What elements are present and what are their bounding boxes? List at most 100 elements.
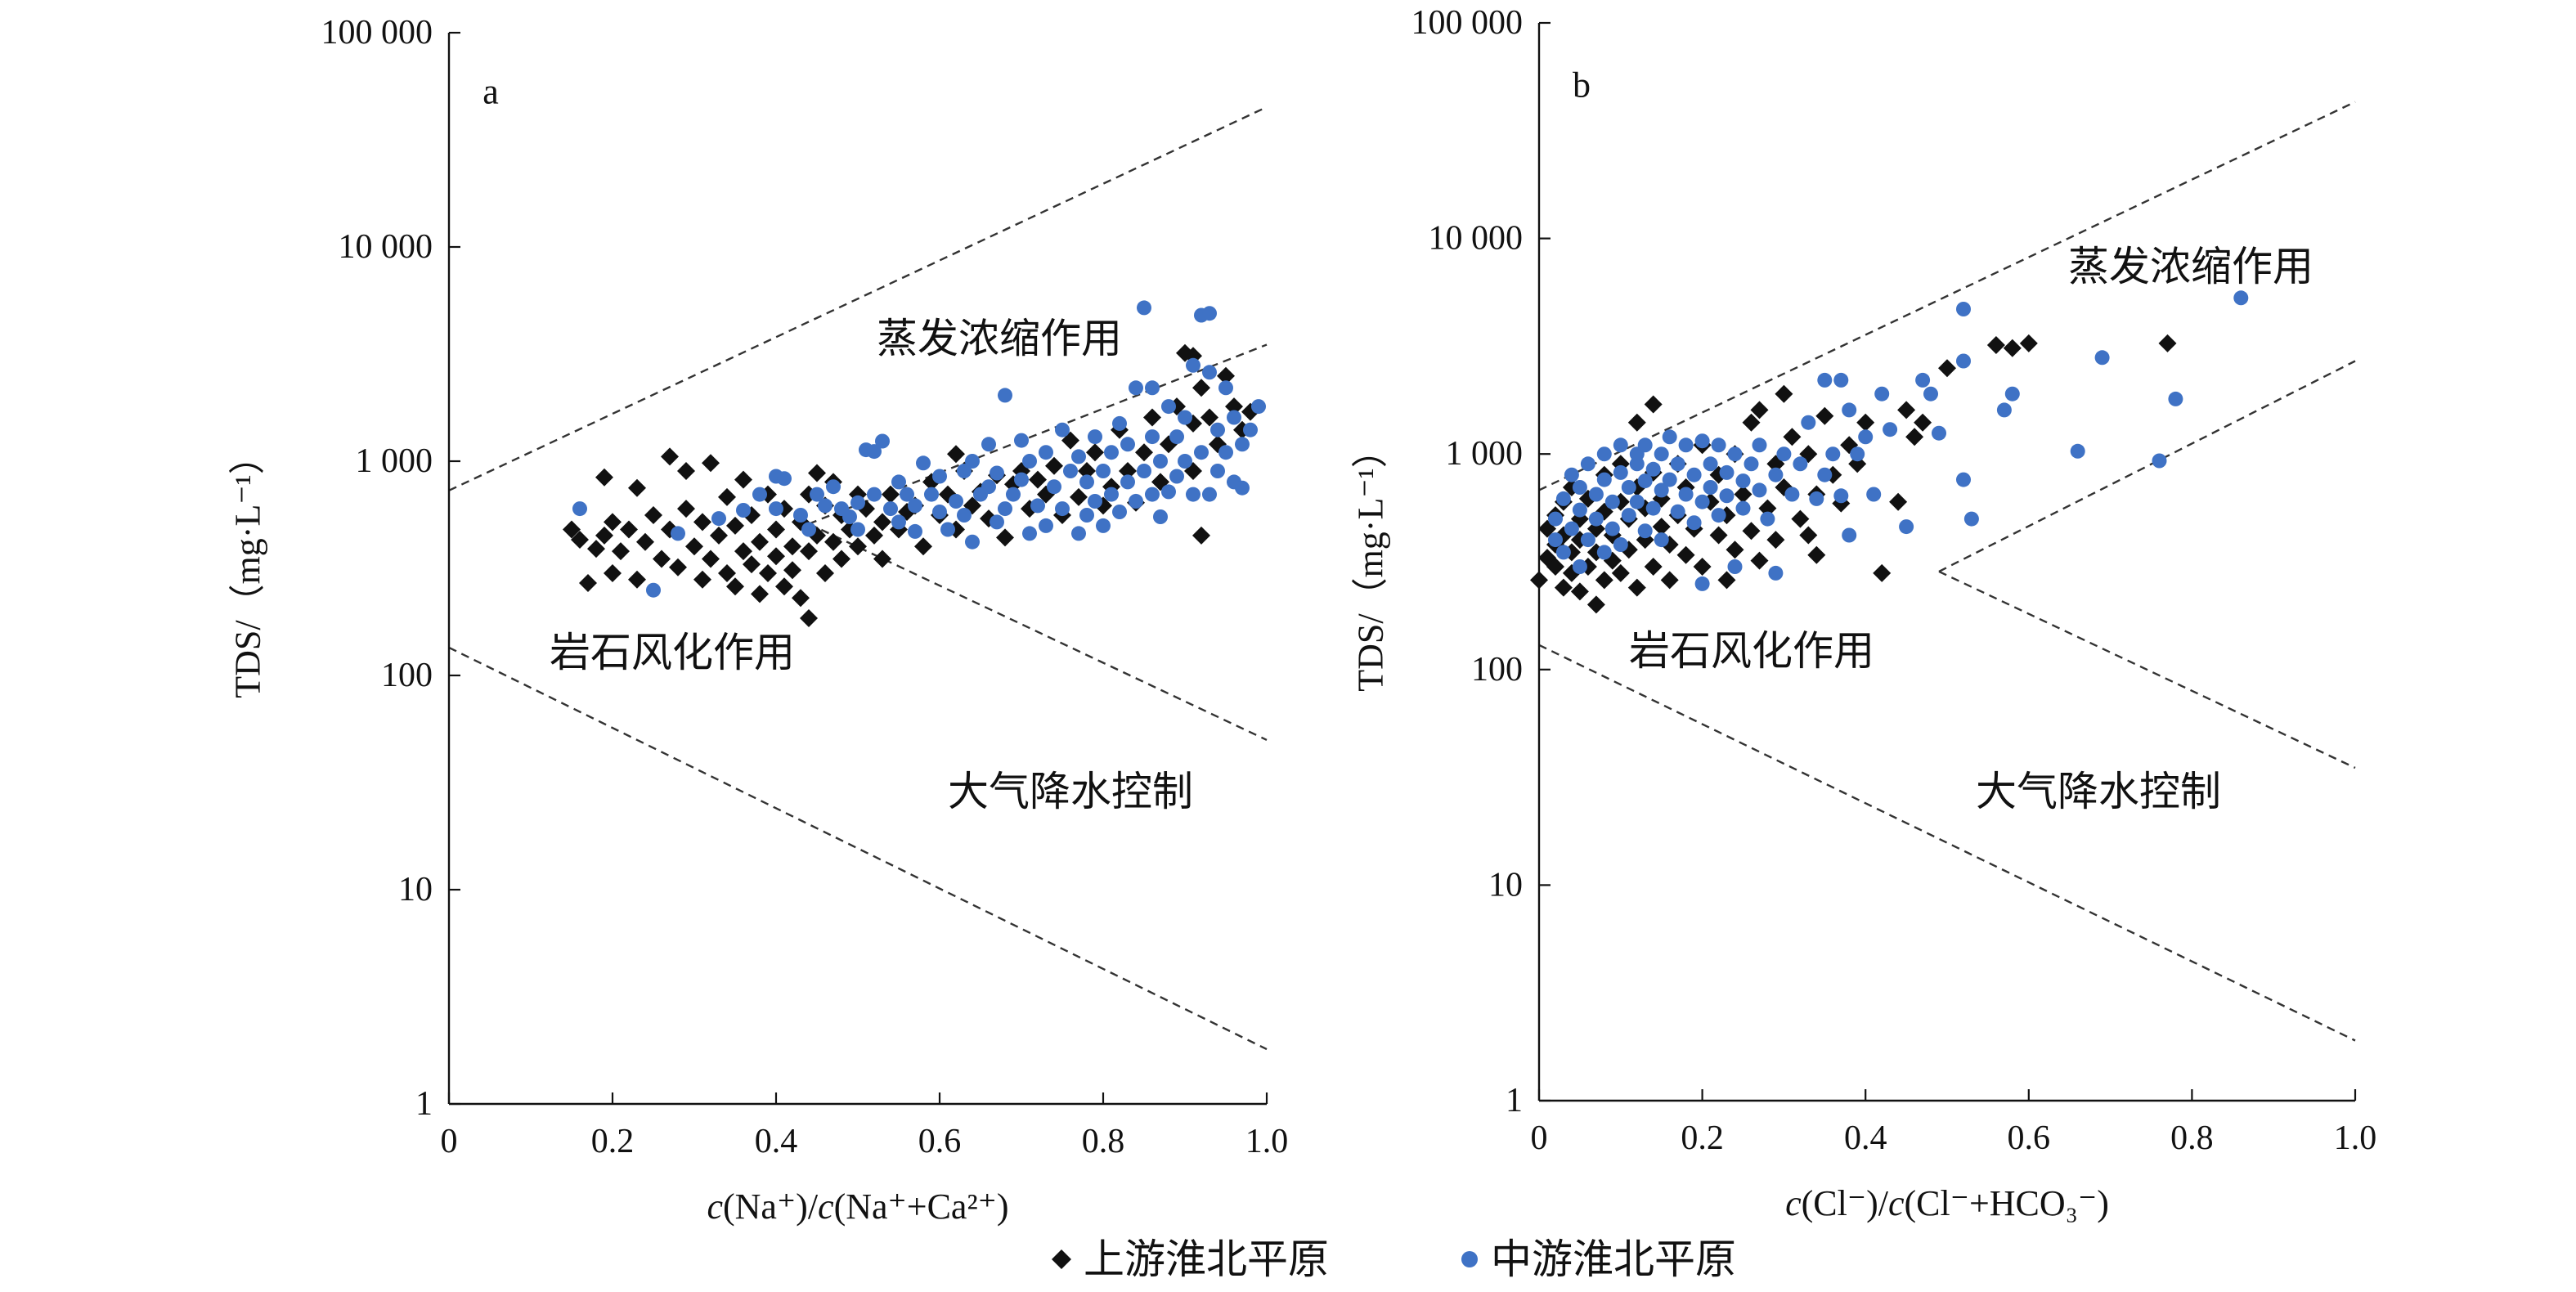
scatter-point-diamond [702,550,720,568]
scatter-point-circle [1833,372,1849,388]
scatter-point-circle [1963,511,1979,527]
scatter-point-circle [1548,511,1563,527]
scatter-point-circle [891,474,906,490]
scatter-point-circle [1055,501,1070,517]
scatter-point-circle [1186,487,1200,502]
scatter-point-diamond [1586,595,1605,614]
scatter-point-circle [711,511,726,527]
scatter-point-diamond [669,558,687,576]
scatter-point-circle [1079,508,1094,523]
scatter-point-circle [1063,464,1078,478]
x-tick-label: 1.0 [1245,1123,1289,1160]
scatter-point-diamond [873,550,891,568]
scatter-point-circle [908,498,922,514]
scatter-point-circle [1588,487,1604,502]
scatter-point-diamond [620,520,638,539]
scatter-point-circle [1169,429,1184,445]
scatter-point-diamond [1200,408,1218,427]
scatter-point-diamond [792,589,810,608]
scatter-point-diamond [653,550,671,568]
scatter-point-diamond [1758,499,1777,518]
scatter-point-diamond [1070,487,1088,506]
scatter-point-diamond [1660,571,1679,590]
scatter-point-diamond [1709,526,1728,545]
scatter-point-circle [1153,509,1168,524]
scatter-point-circle [818,498,832,514]
scatter-point-circle [2168,391,2183,406]
boundary-line [448,646,1268,1051]
scatter-point-circle [1572,502,1587,518]
scatter-point-circle [1727,446,1743,462]
scatter-point-circle [940,522,955,537]
scatter-point-circle [924,487,939,502]
scatter-point-diamond [1045,456,1063,475]
scatter-point-circle [1752,437,1767,453]
scatter-point-diamond [710,526,728,545]
scatter-point-circle [1555,545,1571,560]
scatter-point-diamond [693,513,711,532]
scatter-point-diamond [947,445,965,464]
scatter-point-circle [1235,437,1250,452]
region-label: 蒸发浓缩作用 [2068,244,2313,289]
scatter-point-diamond [587,540,605,559]
scatter-point-circle [1227,410,1241,425]
scatter-point-circle [883,501,898,517]
scatter-point-diamond [628,570,646,589]
scatter-point-circle [1621,508,1636,523]
legend-marker-diamond [1052,1249,1071,1269]
scatter-point-circle [1047,479,1061,495]
region-label: 蒸发浓缩作用 [877,316,1122,361]
scatter-point-circle [1161,399,1176,415]
scatter-point-diamond [1143,408,1161,427]
scatter-point-circle [1580,532,1595,548]
scatter-point-diamond [865,526,883,545]
scatter-point-circle [1071,449,1086,464]
scatter-point-circle [777,471,792,487]
scatter-point-circle [1120,437,1135,452]
scatter-point-circle [1809,491,1824,506]
scatter-point-circle [1719,464,1735,480]
x-tick-label: 0 [1531,1119,1548,1157]
scatter-point-circle [810,487,824,502]
x-tick-label: 0.2 [1681,1119,1724,1157]
scatter-point-circle [1137,300,1151,316]
scatter-point-circle [1654,482,1669,498]
scatter-point-circle [1654,532,1669,548]
scatter-point-diamond [1192,526,1210,545]
region-label: 大气降水控制 [1976,769,2221,814]
scatter-point-circle [1866,487,1882,502]
scatter-point-diamond [1766,531,1785,550]
scatter-point-circle [1686,467,1702,482]
y-tick-label: 10 [398,871,433,908]
scatter-point-circle [1932,425,1946,441]
y-tick-label: 100 000 [321,14,433,52]
scatter-point-circle [850,495,865,510]
scatter-point-circle [1564,521,1579,536]
scatter-point-diamond [775,577,793,596]
scatter-point-diamond [1734,485,1752,504]
scatter-point-circle [1686,515,1702,531]
scatter-point-diamond [800,609,818,627]
scatter-point-diamond [595,468,613,487]
scatter-point-circle [1613,537,1628,552]
scatter-point-circle [1588,511,1604,527]
scatter-point-circle [826,479,841,495]
scatter-point-circle [1817,372,1833,388]
scatter-point-diamond [2019,334,2038,352]
y-tick-label: 10 000 [1429,220,1524,258]
scatter-point-diamond [1783,428,1802,446]
scatter-point-circle [1202,487,1217,502]
scatter-point-circle [2004,386,2020,402]
scatter-point-diamond [2003,339,2022,357]
scatter-point-circle [1637,437,1653,453]
scatter-point-circle [867,444,882,460]
scatter-point-diamond [579,574,597,592]
region-label: 岩石风化作用 [550,630,795,675]
panel-b: 1 10 100 1 000 10 000 100 000 0 0.2 0.4 0.6 0.8 1.0… [1351,4,2377,1223]
scatter-point-circle [1621,480,1636,495]
scatter-point-circle [1235,480,1250,496]
scatter-point-diamond [1815,406,1834,425]
scatter-point-circle [646,582,661,598]
panel-letter: b [1573,65,1591,105]
scatter-point-circle [1022,526,1037,541]
